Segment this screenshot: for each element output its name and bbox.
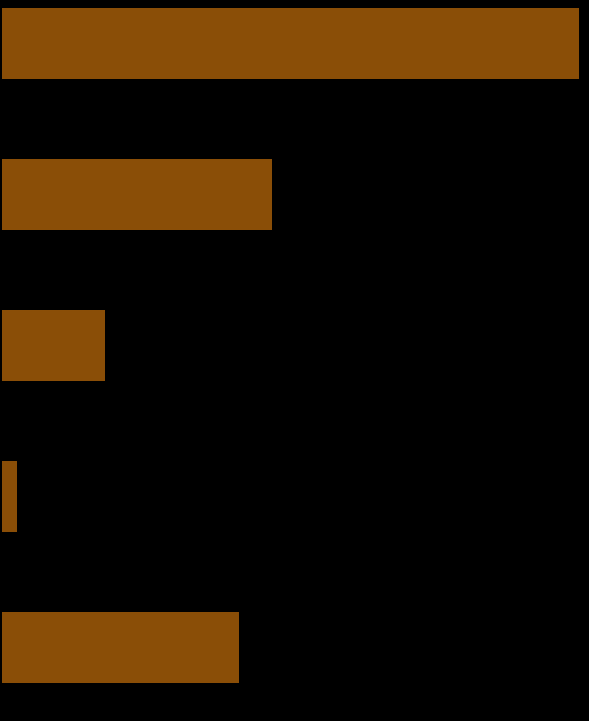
bar-1: [2, 8, 579, 79]
bar-2: [2, 159, 272, 230]
bar-3: [2, 310, 105, 381]
horizontal-bar-chart: [0, 0, 589, 721]
bar-4: [2, 461, 17, 532]
bar-5: [2, 612, 239, 683]
